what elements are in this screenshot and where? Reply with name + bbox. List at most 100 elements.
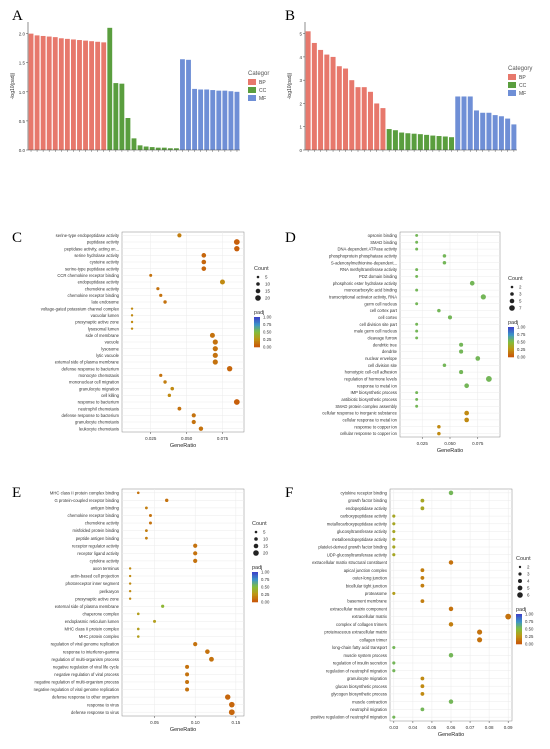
color-legend-bar-e-13	[252, 591, 258, 594]
term-label-c-21: monocyte chemotaxis	[79, 373, 120, 378]
term-label-d-21: regulation of hormone levels	[344, 377, 397, 382]
color-legend-bar-e-9	[252, 585, 258, 588]
x-tick-label-c-0: 0.025	[145, 436, 157, 441]
term-label-c-6: CCR chemokine receptor binding	[57, 273, 119, 278]
bar-a-1	[34, 35, 40, 150]
bar-b-3	[324, 54, 330, 150]
dot-e-15	[161, 604, 165, 608]
term-label-f-9: extracellular matrix structural constitu…	[312, 560, 388, 565]
size-legend-label-e-2: 15	[263, 544, 269, 549]
size-legend-label-d-3: 7	[519, 306, 522, 311]
dot-c-4	[201, 259, 207, 265]
color-legend-bar-f-11	[516, 630, 522, 633]
term-label-c-0: serine-type endopeptidase activity	[56, 233, 120, 238]
color-legend-bar-c-7	[254, 327, 260, 330]
legend-title-b: Category	[508, 66, 532, 72]
bar-b-1	[311, 42, 317, 151]
term-label-c-25: response to bacterium	[78, 400, 120, 405]
term-label-e-0: MHC class II protein complex binding	[50, 490, 120, 495]
color-legend-bar-d-11	[508, 343, 514, 346]
term-label-d-26: cellular response to inorganic substance	[322, 411, 397, 416]
size-legend-dot-c-0	[256, 275, 260, 279]
dot-f-6	[392, 537, 396, 541]
term-label-d-28: response to copper ion	[354, 424, 397, 429]
dot-e-11	[128, 574, 132, 578]
dot-d-20	[459, 370, 464, 375]
term-label-d-10: germ cell nucleus	[364, 301, 397, 306]
size-legend-title-e: Count	[252, 521, 267, 527]
color-legend-bar-c-6	[254, 326, 260, 328]
term-label-e-18: MHC class II protein complex	[65, 627, 120, 632]
color-legend-bar-e-12	[252, 590, 258, 592]
dot-d-16	[459, 342, 464, 347]
bar-b-2	[318, 49, 324, 150]
legend-label-b-cc: CC	[519, 83, 527, 89]
dot-f-21	[448, 653, 454, 658]
dot-d-28	[437, 424, 441, 429]
dot-c-24	[167, 393, 172, 398]
legend-swatch-b-bp	[508, 74, 516, 80]
term-label-c-17: lysosome	[101, 346, 119, 351]
dot-d-26	[464, 410, 469, 416]
color-legend-bar-c-10	[254, 332, 260, 334]
bar-a-31	[216, 90, 222, 150]
bar-b-28	[480, 112, 486, 150]
dot-f-19	[477, 637, 483, 643]
dot-d-9	[480, 294, 486, 300]
color-legend-bar-c-8	[254, 329, 260, 331]
dot-c-16	[212, 339, 218, 345]
color-legend-bar-e-16	[252, 596, 258, 598]
bar-a-34	[234, 91, 240, 150]
term-label-f-14: basement membrane	[347, 599, 387, 604]
dot-c-15	[209, 332, 215, 338]
color-legend-bar-e-17	[252, 597, 258, 600]
bar-b-17	[411, 133, 417, 150]
color-legend-bar-e-0	[252, 572, 258, 574]
dot-d-27	[464, 417, 469, 423]
legend-swatch-a-cc	[248, 87, 256, 93]
term-label-d-7: phosphoric ester hydrolase activity	[333, 281, 398, 286]
y-axis-label-a: -log10(padj)	[10, 72, 16, 99]
term-label-f-25: glucan biosynthetic process	[336, 684, 387, 689]
term-label-d-24: antibiotic biosynthetic process	[341, 397, 397, 402]
term-label-d-6: PDZ domain binding	[359, 274, 398, 279]
dot-e-2	[145, 506, 148, 510]
y-tick-label-a-2: 1.0	[19, 90, 26, 95]
term-label-f-11: outer-long junction	[353, 576, 388, 581]
dot-f-3	[392, 514, 396, 518]
dot-f-15	[448, 606, 454, 612]
dot-e-0	[136, 491, 140, 495]
term-label-f-7: platelet-derived growth factor binding	[318, 545, 387, 550]
panel-letter-f: F	[285, 485, 294, 501]
size-legend-label-e-0: 5	[263, 530, 266, 535]
bar-b-8	[355, 87, 361, 150]
color-legend-bar-c-19	[254, 345, 260, 348]
color-legend-bar-f-16	[516, 638, 522, 640]
color-legend-bar-e-18	[252, 599, 258, 601]
term-label-c-10: late endosome	[92, 300, 120, 305]
size-legend-dot-e-0	[254, 530, 258, 534]
y-tick-label-b-5: 5	[299, 32, 302, 37]
term-label-d-20: homotypic cell-cell adhesion	[345, 370, 398, 375]
size-legend-label-e-1: 10	[263, 537, 269, 542]
term-label-d-11: cell cortex part	[370, 308, 398, 313]
color-legend-bar-c-9	[254, 330, 260, 333]
color-legend-label-c-1: 0.75	[263, 322, 272, 327]
term-label-e-21: response to interferon-gamma	[63, 649, 120, 654]
term-label-e-23: negative regulation of viral life cycle	[53, 664, 120, 669]
x-tick-label-e-2: 0.15	[231, 720, 240, 725]
term-label-c-8: chemokine activity	[85, 286, 120, 291]
bar-b-32	[505, 118, 511, 150]
legend-swatch-b-mf	[508, 90, 516, 96]
term-label-d-15: cleavage furrow	[367, 336, 398, 341]
term-label-e-10: axon terminus	[93, 566, 119, 571]
dot-e-1	[165, 498, 169, 503]
term-label-d-1: SMAD binding	[370, 240, 397, 245]
term-label-d-29: cellular response to copper ion	[340, 431, 398, 436]
color-legend-bar-d-2	[508, 330, 514, 332]
term-label-c-11: voltage-gated potassium channel complex	[41, 306, 120, 311]
term-label-c-22: mononuclear cell migration	[69, 380, 120, 385]
color-legend-bar-f-0	[516, 614, 522, 616]
color-legend-label-c-4: 0.00	[263, 345, 272, 350]
dot-f-28	[420, 707, 425, 712]
